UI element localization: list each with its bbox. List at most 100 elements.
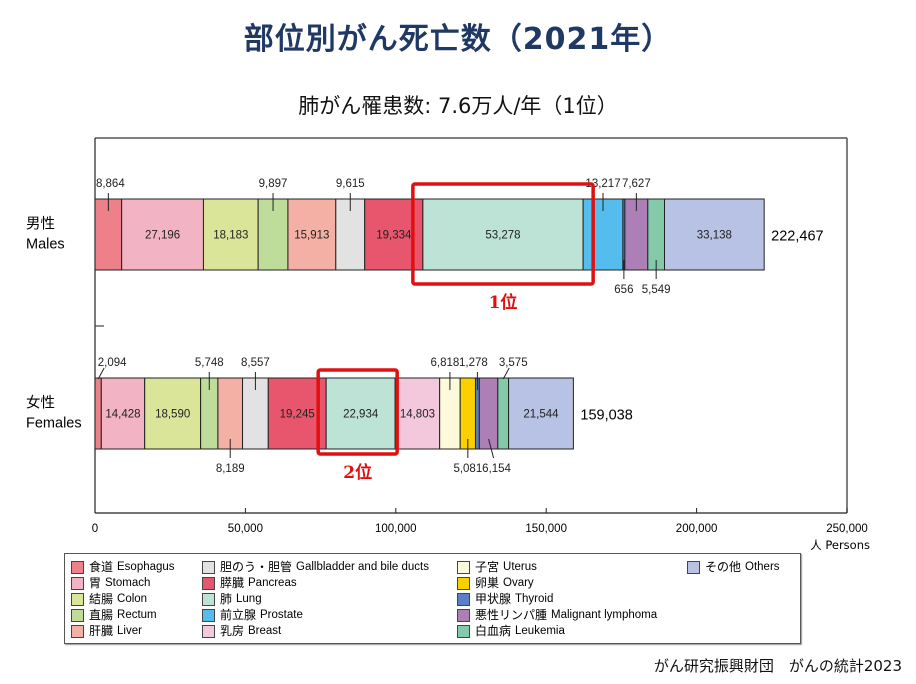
legend-swatch — [71, 592, 84, 606]
leader-line — [488, 438, 495, 459]
legend-swatch — [687, 560, 700, 574]
legend-item-liver: 肝臓 Liver — [71, 623, 175, 639]
bar-segment-leukemia — [497, 377, 510, 450]
legend-item-thyroid: 甲状腺 Thyroid — [457, 591, 657, 607]
x-tick-label: 0 — [92, 523, 98, 535]
legend-label-en: Uterus — [503, 561, 537, 573]
series-total-label: 222,467 — [771, 229, 823, 245]
bar-segment-lung — [325, 377, 396, 450]
legend-label-en: Gallbladder and bile ducts — [296, 561, 429, 573]
legend: 食道 Esophagus 胃 Stomach 結腸 Colon 直腸 Rectum 肝臓 Live… — [64, 553, 801, 644]
data-label: 18,183 — [213, 230, 248, 242]
data-label: 8,189 — [216, 463, 245, 475]
data-label: 9,897 — [259, 178, 288, 190]
legend-column: 子宮 Uterus 卵巣 Ovary 甲状腺 Thyroid 悪性リンパ腫 Malignant… — [457, 559, 657, 639]
bar-segment-lung — [422, 198, 584, 271]
legend-swatch — [457, 592, 470, 606]
legend-label-en: Ovary — [503, 577, 534, 589]
legend-item-uterus: 子宮 Uterus — [457, 559, 657, 575]
legend-label-ja: 食道 — [89, 560, 114, 574]
legend-label-en: Malignant lymphoma — [551, 609, 658, 621]
series-label-en: Males — [26, 237, 65, 253]
legend-swatch — [202, 624, 215, 638]
data-label: 19,334 — [376, 230, 412, 242]
legend-swatch — [202, 560, 215, 574]
legend-swatch — [71, 576, 84, 590]
legend-label-en: Others — [745, 561, 780, 573]
legend-label-ja: 甲状腺 — [475, 592, 512, 606]
x-tick-label: 100,000 — [375, 523, 417, 535]
data-label: 14,428 — [105, 409, 140, 421]
legend-label-ja: 乳房 — [220, 624, 245, 638]
legend-item-others: その他 Others — [687, 559, 780, 575]
data-label: 6,818 — [431, 357, 460, 369]
leader-line — [97, 367, 105, 380]
legend-swatch — [71, 624, 84, 638]
bar-segment-breast — [394, 377, 441, 450]
legend-label-ja: 直腸 — [89, 608, 114, 622]
highlight-box — [316, 368, 399, 456]
legend-column: 食道 Esophagus 胃 Stomach 結腸 Colon 直腸 Rectum 肝臓 Live… — [71, 559, 175, 639]
bar-segment-esophagus — [94, 377, 102, 450]
legend-item-prostate: 前立腺 Prostate — [202, 607, 429, 623]
x-axis-title: 人 Persons — [810, 538, 870, 552]
data-label: 15,913 — [294, 230, 329, 242]
data-label: 3,575 — [499, 357, 528, 369]
legend-item-ovary: 卵巣 Ovary — [457, 575, 657, 591]
data-label: 22,934 — [343, 409, 379, 421]
bar-segment-leukemia — [647, 198, 666, 271]
rank-label: 2位 — [343, 462, 372, 483]
legend-item-pancreas: 膵臓 Pancreas — [202, 575, 429, 591]
legend-item-gallbladder: 胆のう・胆管 Gallbladder and bile ducts — [202, 559, 429, 575]
series-label-en: Females — [26, 416, 82, 432]
legend-column: 胆のう・胆管 Gallbladder and bile ducts 膵臓 Pancre… — [202, 559, 429, 639]
data-label: 33,138 — [697, 230, 732, 242]
data-label: 19,245 — [280, 409, 315, 421]
legend-swatch — [457, 624, 470, 638]
legend-item-lymphoma: 悪性リンパ腫 Malignant lymphoma — [457, 607, 657, 623]
legend-item-rectum: 直腸 Rectum — [71, 607, 175, 623]
legend-label-en: Stomach — [105, 577, 151, 589]
legend-label-en: Thyroid — [515, 593, 554, 605]
legend-label-ja: 肺 — [220, 592, 233, 606]
bar-segment-stomach — [100, 377, 146, 450]
legend-label-ja: 前立腺 — [220, 608, 257, 622]
legend-label-en: Lung — [236, 593, 262, 605]
legend-swatch — [457, 560, 470, 574]
legend-label-ja: 胃 — [89, 576, 102, 590]
data-label: 53,278 — [485, 230, 520, 242]
source-caption: がん研究振興財団 がんの統計2023 — [653, 657, 902, 675]
data-label: 1,278 — [459, 357, 488, 369]
legend-item-esophagus: 食道 Esophagus — [71, 559, 175, 575]
legend-label-en: Leukemia — [515, 625, 565, 637]
legend-column: その他 Others — [687, 559, 780, 575]
highlight-box — [411, 182, 595, 286]
page-title: 部位別がん死亡数（2021年） — [243, 22, 673, 57]
bar-segment-others — [664, 198, 765, 271]
data-label: 8,864 — [96, 178, 125, 190]
legend-swatch — [202, 576, 215, 590]
legend-swatch — [202, 608, 215, 622]
x-tick-label: 150,000 — [525, 523, 567, 535]
data-label: 27,196 — [145, 230, 180, 242]
x-tick-label: 50,000 — [228, 523, 263, 535]
legend-label-ja: 子宮 — [475, 560, 500, 574]
legend-label-en: Colon — [117, 593, 148, 605]
legend-label-ja: 膵臓 — [220, 576, 245, 590]
legend-label-en: Esophagus — [117, 561, 175, 573]
bar-segment-esophagus — [94, 198, 123, 271]
legend-label-en: Prostate — [260, 609, 303, 621]
data-label: 656 — [614, 284, 633, 296]
data-label: 2,094 — [98, 357, 127, 369]
legend-label-en: Liver — [117, 625, 142, 637]
x-tick-label: 200,000 — [676, 523, 718, 535]
legend-label-ja: その他 — [705, 560, 742, 574]
rank-label: 1位 — [489, 292, 518, 313]
legend-label-en: Rectum — [117, 609, 157, 621]
data-label: 5,081 — [453, 463, 482, 475]
legend-label-en: Pancreas — [248, 577, 297, 589]
bar-segment-colon — [202, 198, 259, 271]
x-tick-label: 250,000 — [826, 523, 868, 535]
bar-segment-stomach — [121, 198, 204, 271]
